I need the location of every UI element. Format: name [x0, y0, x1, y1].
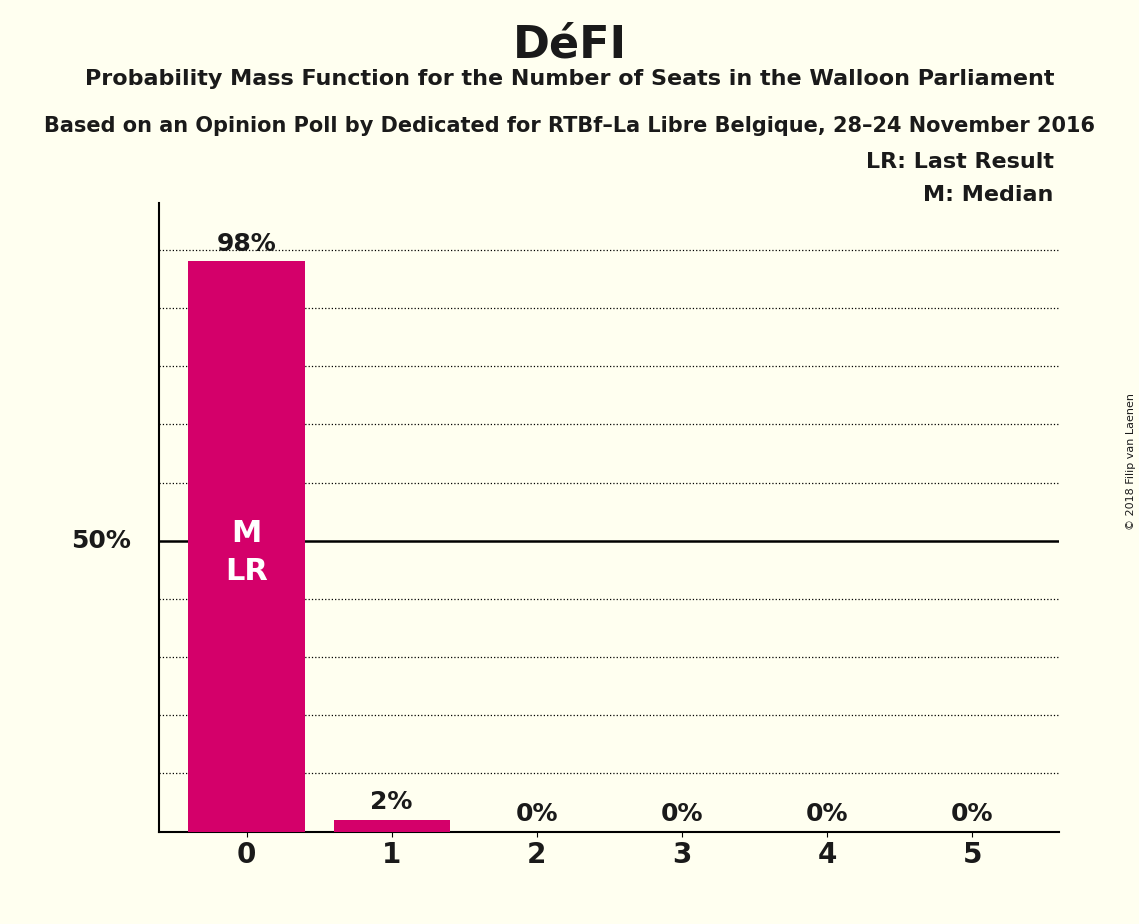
- Text: 0%: 0%: [661, 802, 703, 826]
- Text: LR: Last Result: LR: Last Result: [866, 152, 1054, 173]
- Text: DéFI: DéFI: [513, 23, 626, 67]
- Text: 0%: 0%: [516, 802, 558, 826]
- Bar: [188, 261, 304, 832]
- Text: M: Median: M: Median: [924, 185, 1054, 205]
- Text: 0%: 0%: [805, 802, 849, 826]
- Text: 0%: 0%: [951, 802, 993, 826]
- Bar: [334, 820, 450, 832]
- Text: M
LR: M LR: [226, 518, 268, 586]
- Text: 98%: 98%: [216, 232, 277, 256]
- Text: 2%: 2%: [370, 790, 412, 814]
- Text: 50%: 50%: [71, 529, 131, 553]
- Text: © 2018 Filip van Laenen: © 2018 Filip van Laenen: [1125, 394, 1136, 530]
- Text: Based on an Opinion Poll by Dedicated for RTBf–La Libre Belgique, 28–24 November: Based on an Opinion Poll by Dedicated fo…: [44, 116, 1095, 136]
- Text: Probability Mass Function for the Number of Seats in the Walloon Parliament: Probability Mass Function for the Number…: [84, 69, 1055, 90]
